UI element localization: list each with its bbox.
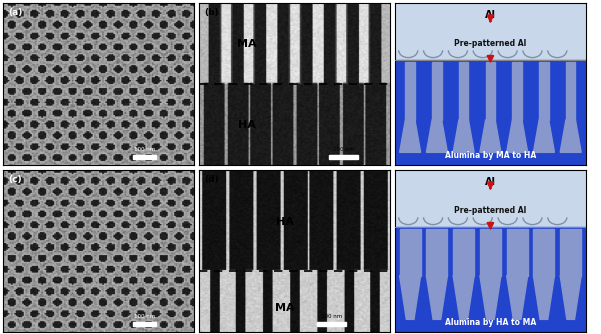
Bar — [133, 155, 156, 159]
Polygon shape — [566, 62, 576, 120]
Polygon shape — [560, 276, 581, 319]
Polygon shape — [560, 229, 581, 276]
Text: Pre-patterned Al: Pre-patterned Al — [454, 39, 526, 48]
Text: 100 nm: 100 nm — [321, 314, 343, 319]
Text: MA: MA — [275, 303, 294, 313]
Text: (a): (a) — [9, 8, 23, 17]
Polygon shape — [539, 62, 549, 120]
Text: (b): (b) — [205, 8, 219, 17]
Polygon shape — [480, 229, 501, 276]
Bar — [395, 227, 586, 332]
Polygon shape — [507, 229, 528, 276]
Polygon shape — [453, 229, 474, 276]
Polygon shape — [453, 120, 474, 152]
Text: (d): (d) — [205, 175, 219, 184]
Polygon shape — [426, 229, 447, 276]
Polygon shape — [453, 276, 474, 319]
Polygon shape — [405, 62, 415, 120]
Polygon shape — [480, 120, 501, 152]
Polygon shape — [426, 276, 447, 319]
Text: HA: HA — [238, 120, 255, 130]
Polygon shape — [560, 120, 581, 152]
Text: 100 nm: 100 nm — [134, 147, 155, 152]
Text: 100 nm: 100 nm — [134, 314, 155, 319]
Text: HA: HA — [276, 217, 294, 227]
Polygon shape — [534, 276, 555, 319]
Polygon shape — [534, 120, 555, 152]
Polygon shape — [486, 62, 495, 120]
Text: Al: Al — [485, 10, 496, 20]
Polygon shape — [432, 62, 442, 120]
Text: Pre-patterned Al: Pre-patterned Al — [454, 206, 526, 215]
Polygon shape — [426, 120, 447, 152]
Bar — [395, 170, 586, 227]
Polygon shape — [400, 120, 421, 152]
Polygon shape — [400, 229, 421, 276]
Polygon shape — [534, 229, 555, 276]
Text: MA: MA — [237, 39, 257, 49]
Bar — [395, 3, 586, 60]
Polygon shape — [507, 276, 528, 319]
Bar — [329, 155, 358, 159]
Text: (c): (c) — [9, 175, 22, 184]
Polygon shape — [507, 120, 528, 152]
Bar — [317, 322, 346, 326]
Polygon shape — [400, 276, 421, 319]
Polygon shape — [459, 62, 468, 120]
Text: 100 nm: 100 nm — [332, 147, 354, 152]
Polygon shape — [480, 276, 501, 319]
Text: Alumina by MA to HA: Alumina by MA to HA — [445, 152, 536, 160]
Bar — [395, 60, 586, 165]
Text: Al: Al — [485, 177, 496, 187]
Bar — [133, 322, 156, 326]
Text: Alumina by HA to MA: Alumina by HA to MA — [445, 319, 536, 327]
Polygon shape — [513, 62, 522, 120]
